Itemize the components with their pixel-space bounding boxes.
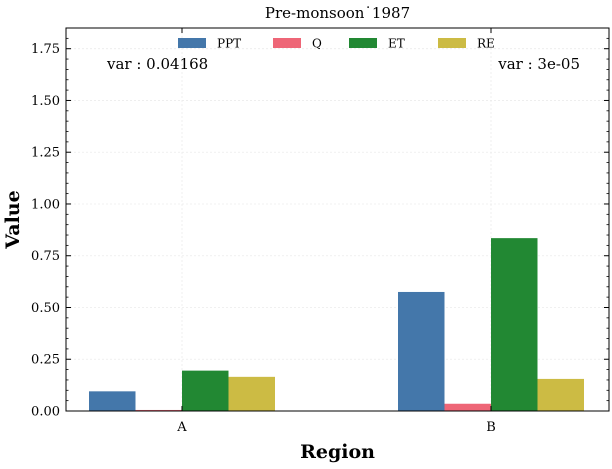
y-tick-label: 0.00 [31,405,60,420]
legend-swatch-re [438,38,466,48]
ticks: 0.00 0.25 0.50 0.75 1.00 1.25 1.50 1.75 A B [31,27,609,435]
y-tick-label: 1.00 [31,197,60,212]
legend-swatch-ppt [178,38,206,48]
legend-label-et: ET [388,37,405,51]
y-tick-label: 1.25 [31,146,60,161]
y-tick-label: 0.50 [31,301,60,316]
bar-re-a [228,376,275,411]
legend: PPT Q ET RE [178,37,495,51]
bar-et-a [182,370,229,411]
plot-frame [65,27,610,412]
legend-swatch-q [273,38,301,48]
bar-et-b [491,238,538,411]
legend-swatch-et [349,38,377,48]
x-axis-title: Region [300,441,375,463]
legend-label-re: RE [477,37,495,51]
y-tick-label: 0.25 [31,353,60,368]
bar-ppt-a [89,391,136,411]
bar-q-a [135,409,182,411]
annotation-variance-b: var : 3e-05 [497,55,580,73]
x-tick-label-a: A [176,420,187,435]
chart-title: Pre-monsoon˙1987 [265,4,410,22]
legend-label-ppt: PPT [217,37,241,51]
annotation-variance-a: var : 0.04168 [106,55,208,73]
bar-re-b [537,378,584,411]
bar-ppt-b [398,291,445,411]
y-tick-label: 1.75 [31,42,60,57]
bars [89,238,584,411]
y-tick-label: 0.75 [31,249,60,264]
bar-q-b [444,403,491,411]
y-tick-label: 1.50 [31,94,60,109]
y-axis-title: Value [2,190,24,249]
x-tick-label-b: B [486,420,496,435]
legend-label-q: Q [312,37,322,51]
